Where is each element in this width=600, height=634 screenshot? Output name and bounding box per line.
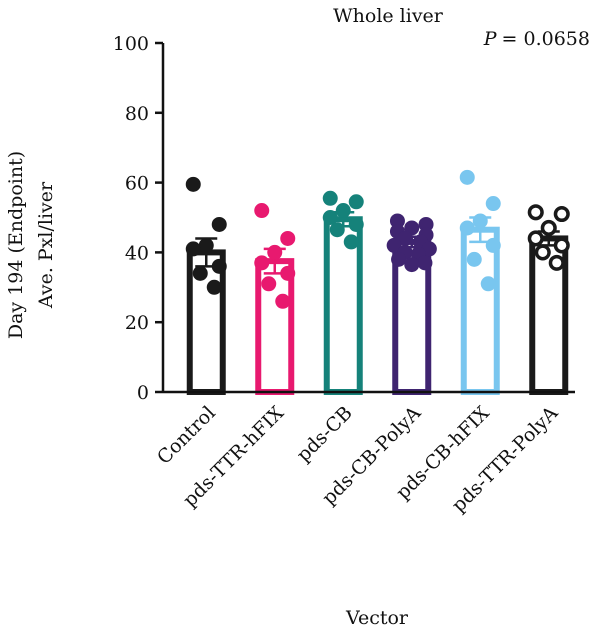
data-point-Control-0 xyxy=(185,176,201,192)
data-point-pds-CB-hFIX-0 xyxy=(459,169,475,185)
data-point-pds-CB-PolyA-12 xyxy=(417,255,433,271)
data-point-pds-TTR-hFIX-0 xyxy=(254,203,270,219)
data-point-pds-TTR-PolyA-1 xyxy=(553,205,570,223)
data-point-pds-CB-PolyA-11 xyxy=(391,251,407,267)
data-point-pds-TTR-hFIX-6 xyxy=(275,293,291,309)
data-point-pds-TTR-hFIX-3 xyxy=(254,255,270,271)
p-value-annotation: P = 0.0658 xyxy=(483,28,590,50)
data-point-pds-TTR-hFIX-1 xyxy=(280,230,296,246)
data-point-pds-TTR-PolyA-5 xyxy=(534,244,551,261)
data-point-pds-CB-2 xyxy=(335,203,351,219)
data-point-pds-CB-PolyA-0 xyxy=(389,213,405,229)
data-point-pds-TTR-hFIX-5 xyxy=(261,276,277,292)
x-axis-label: Vector xyxy=(345,607,409,629)
data-point-pds-CB-6 xyxy=(343,234,359,250)
data-point-Control-4 xyxy=(211,258,227,274)
data-point-pds-CB-3 xyxy=(322,210,338,225)
data-point-pds-TTR-PolyA-3 xyxy=(527,230,544,247)
data-point-Control-3 xyxy=(185,241,201,257)
data-point-pds-CB-hFIX-6 xyxy=(480,276,496,292)
data-point-pds-CB-5 xyxy=(329,222,345,238)
data-point-pds-CB-hFIX-3 xyxy=(459,220,475,236)
y-axis-label-line2: Ave. Pxl/liver xyxy=(35,181,57,309)
y-tick-label-100: 100 xyxy=(113,33,149,55)
y-tick-label-0: 0 xyxy=(137,382,149,404)
y-axis-label-line1: Day 194 (Endpoint) xyxy=(5,151,27,339)
data-point-pds-TTR-PolyA-6 xyxy=(548,254,565,271)
data-point-Control-6 xyxy=(206,279,222,295)
bar-pds-CB-hFIX xyxy=(460,226,500,395)
data-point-pds-CB-hFIX-2 xyxy=(472,213,488,229)
data-point-Control-5 xyxy=(192,265,208,281)
y-tick-label-20: 20 xyxy=(125,312,149,334)
p-label: P xyxy=(483,28,498,50)
chart-title: Whole liver xyxy=(333,5,444,27)
data-point-pds-CB-4 xyxy=(348,216,364,232)
data-point-pds-CB-PolyA-5 xyxy=(397,230,413,246)
data-point-pds-CB-hFIX-5 xyxy=(466,251,482,267)
data-point-pds-CB-1 xyxy=(348,194,364,210)
data-point-Control-2 xyxy=(198,237,214,253)
p-value: = 0.0658 xyxy=(502,28,590,50)
data-point-pds-TTR-PolyA-4 xyxy=(553,237,570,254)
data-point-pds-TTR-PolyA-2 xyxy=(540,219,557,237)
data-point-pds-CB-0 xyxy=(322,190,338,206)
data-point-pds-CB-hFIX-1 xyxy=(485,196,501,212)
data-point-pds-CB-hFIX-4 xyxy=(485,237,501,253)
y-tick-label-40: 40 xyxy=(125,242,149,264)
x-tick-label-Control: Control xyxy=(153,402,220,469)
data-point-pds-CB-PolyA-7 xyxy=(386,237,402,253)
data-point-Control-1 xyxy=(211,216,227,232)
data-point-pds-CB-PolyA-1 xyxy=(418,216,434,232)
y-tick-label-80: 80 xyxy=(125,103,149,125)
y-axis-label: Day 194 (Endpoint) Ave. Pxl/liver xyxy=(5,151,57,339)
data-point-pds-TTR-hFIX-2 xyxy=(267,244,283,260)
data-point-pds-TTR-hFIX-4 xyxy=(280,265,296,281)
y-tick-label-60: 60 xyxy=(125,173,149,195)
data-point-pds-TTR-PolyA-0 xyxy=(527,204,544,221)
x-tick-label-pds-CB: pds-CB xyxy=(292,402,356,466)
data-point-pds-CB-PolyA-13 xyxy=(404,257,420,273)
